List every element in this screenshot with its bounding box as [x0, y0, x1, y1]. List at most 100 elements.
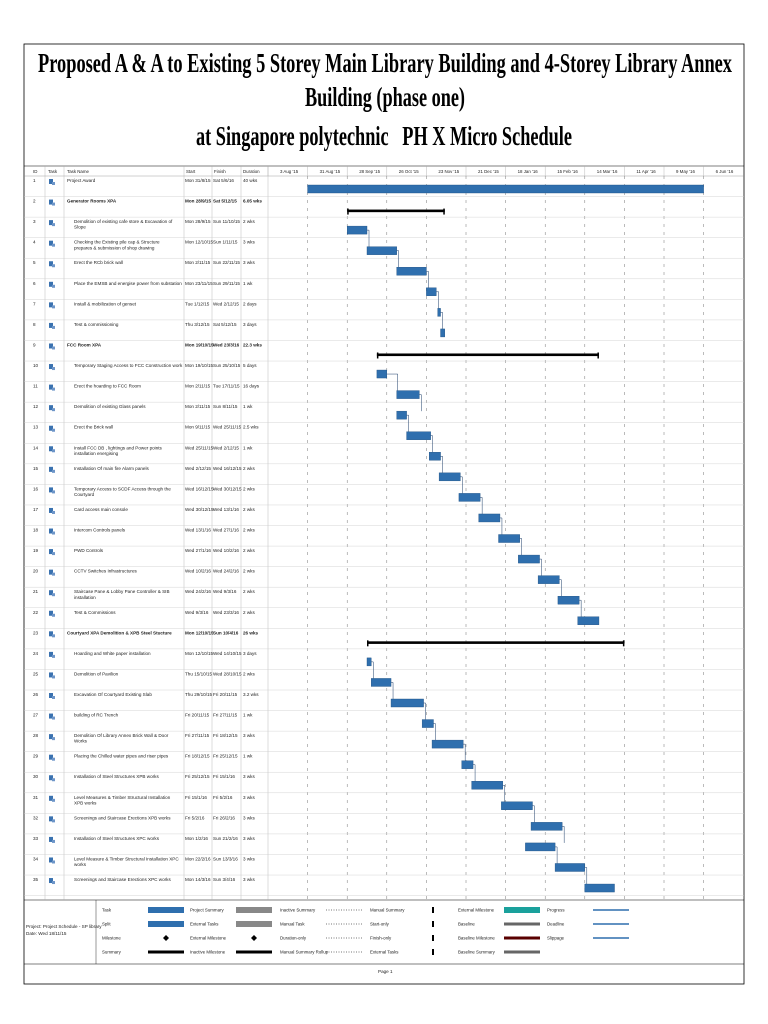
task-bar	[396, 267, 427, 276]
legend-label: Inactive Summary	[280, 908, 316, 913]
task-name: Install & mobilization of genset	[74, 301, 137, 306]
column-header: Duration	[243, 169, 260, 174]
task-bar	[396, 410, 407, 420]
task-mode-icon	[49, 713, 53, 719]
start-date: Mon 31/8/15	[185, 178, 211, 183]
task-id: 3	[33, 219, 36, 224]
task-mode-icon	[52, 223, 55, 227]
duration: 16 days	[243, 384, 260, 389]
finish-date: Wed 16/12/15	[213, 466, 242, 471]
task-name: Erect the RCb brick wall	[74, 260, 123, 265]
duration: 3 wks	[243, 795, 255, 800]
task-bar	[307, 184, 704, 194]
timescale-label: 28 Sep '15	[359, 169, 380, 174]
task-id: 13	[33, 425, 39, 430]
task-mode-icon	[52, 510, 55, 514]
task-name: Temporary Staging Access to FCC Construc…	[74, 363, 183, 368]
start-date: Tue 1/12/15	[185, 301, 210, 306]
column-header: Finish	[214, 169, 226, 174]
task-mode-icon	[52, 696, 55, 699]
task-mode-icon	[49, 240, 53, 246]
legend-label: Baseline	[458, 922, 475, 927]
duration: 2 wks	[243, 528, 255, 533]
legend-label: Manual Task	[280, 922, 305, 927]
duration: 2.5 wks	[243, 425, 259, 430]
date-label: Date: Wed 18/11/15	[26, 931, 67, 936]
duration: 2 wks	[243, 569, 255, 574]
task-bar	[366, 657, 372, 667]
task-id: 34	[33, 856, 39, 861]
start-date: Thu 15/10/15	[185, 671, 213, 676]
task-mode-icon	[52, 408, 55, 412]
task-id: 2	[33, 199, 36, 204]
task-name: Installation of Steel Structures XPB wor…	[74, 774, 159, 779]
duration: 2 wks	[243, 548, 255, 553]
task-mode-icon	[49, 795, 53, 801]
start-date: Fri 20/11/15	[185, 713, 210, 718]
task-id: 33	[33, 836, 39, 841]
start-date: Mon 12/10/15	[185, 240, 214, 245]
start-date: Mon 12/10/15	[185, 630, 214, 635]
task-bar	[440, 328, 445, 338]
finish-date: Fri 27/11/15	[213, 713, 238, 718]
task-name: Level Measures & Timber Structural Insta…	[74, 795, 171, 806]
task-mode-icon	[49, 569, 53, 575]
dependency-link	[367, 229, 370, 247]
dependency-link	[532, 805, 535, 823]
task-id: 12	[33, 404, 39, 409]
legend-symbol	[236, 921, 272, 927]
duration: 2 wks	[243, 466, 255, 471]
legend-label: Project Summary	[190, 908, 224, 913]
finish-date: Sun 10/4/16	[213, 630, 239, 635]
task-id: 35	[33, 877, 39, 882]
task-id: 7	[33, 301, 36, 306]
task-mode-icon	[52, 778, 55, 782]
legend-label: External Milestone	[458, 908, 495, 913]
task-mode-icon	[52, 490, 55, 494]
task-id: 24	[33, 651, 39, 656]
task-mode-icon	[49, 549, 53, 555]
task-mode-icon	[52, 182, 55, 185]
task-bar	[478, 513, 501, 523]
task-name: Test & commissioning	[74, 322, 119, 327]
task-name: Demolition of existing Glass panels	[74, 404, 146, 409]
task-mode-icon	[49, 836, 53, 842]
task-name: PWD Controls	[74, 548, 104, 553]
legend-label: Baseline Milestone	[458, 936, 495, 941]
legend-label: Deadline	[547, 922, 565, 927]
task-id: 8	[33, 322, 36, 327]
start-date: Wed 27/1/16	[185, 548, 211, 553]
finish-date: Fri 18/12/15	[213, 733, 238, 738]
task-mode-icon	[52, 860, 55, 864]
dependency-link	[433, 723, 436, 741]
task-name: Checking the Existing pile cap & Structu…	[74, 240, 160, 251]
start-date: Mon 14/3/16	[185, 877, 211, 882]
task-mode-icon	[52, 654, 55, 658]
task-mode-icon	[49, 179, 53, 184]
dependency-link	[539, 558, 542, 576]
column-header: Task	[48, 169, 58, 174]
dependency-link	[430, 435, 433, 453]
task-mode-icon	[52, 243, 55, 247]
finish-date: Wed 2/12/15	[213, 301, 239, 306]
task-name: Erect the hoarding to FCC Room	[74, 384, 141, 389]
task-mode-icon	[49, 364, 53, 370]
legend-label: Slippage	[547, 936, 565, 941]
timescale-label: 14 Mar '16	[597, 169, 618, 174]
duration: 2 wks	[243, 610, 255, 615]
finish-date: Wed 28/10/15	[213, 671, 242, 676]
dependency-link	[460, 476, 463, 494]
finish-date: Wed 30/12/15	[213, 486, 242, 491]
task-mode-icon	[52, 264, 55, 268]
task-id: 10	[33, 363, 39, 368]
duration: 3 wks	[243, 733, 255, 738]
task-name: Temporary Access to SCDF Access through …	[74, 486, 171, 497]
task-mode-icon	[49, 672, 53, 678]
page-label: Page 1	[378, 969, 393, 974]
task-bar	[554, 863, 585, 872]
dependency-link	[440, 456, 443, 473]
task-mode-icon	[52, 367, 55, 371]
duration: 2 wks	[243, 507, 255, 512]
start-date: Mon 2/11/15	[185, 260, 211, 265]
dependency-link	[419, 394, 422, 412]
